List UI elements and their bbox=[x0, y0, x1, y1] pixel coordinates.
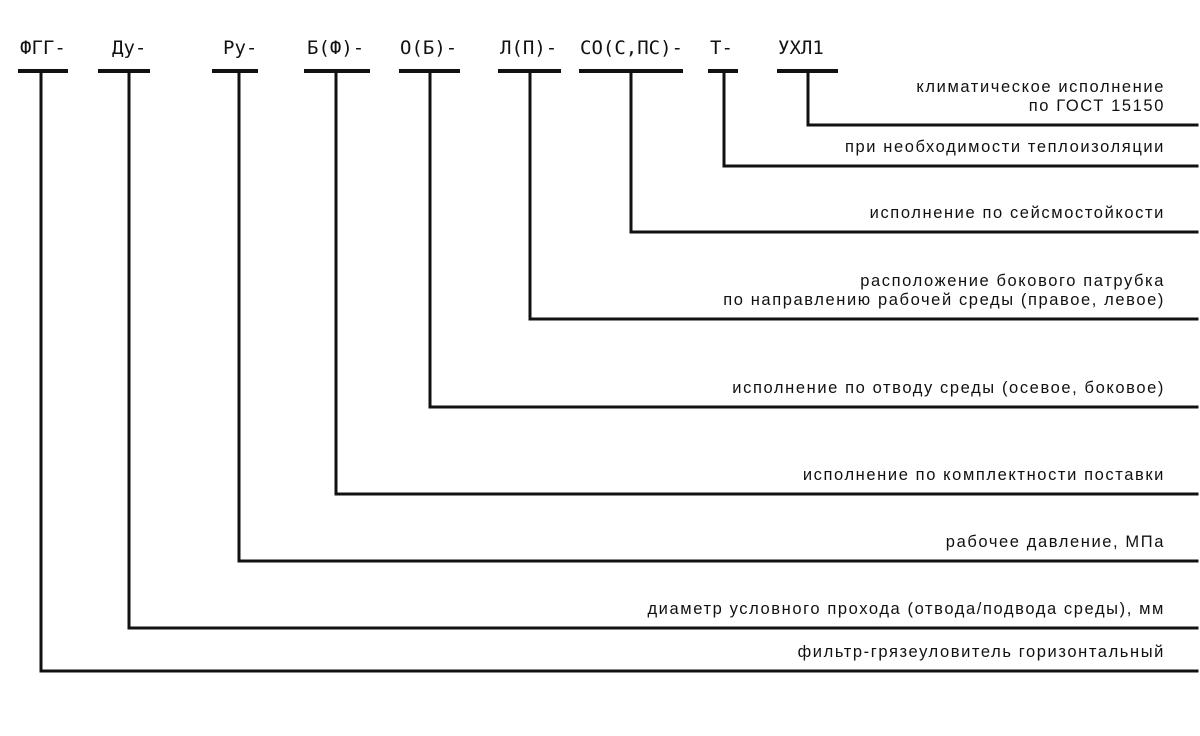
code-segment: ФГГ- bbox=[20, 37, 66, 59]
code-description: климатическое исполнение bbox=[916, 78, 1165, 96]
code-description: исполнение по сейсмостойкости bbox=[870, 204, 1165, 222]
leader-vertical bbox=[722, 71, 726, 168]
leader-horizontal bbox=[528, 317, 1199, 321]
leader-vertical bbox=[39, 71, 43, 673]
code-segment: Ру- bbox=[223, 37, 257, 59]
leader-vertical bbox=[806, 71, 810, 127]
leader-horizontal bbox=[806, 123, 1199, 127]
code-underline bbox=[18, 69, 68, 73]
code-segment: О(Б)- bbox=[400, 37, 457, 59]
code-segment: СО(С,ПС)- bbox=[580, 37, 683, 59]
leader-horizontal bbox=[722, 164, 1199, 168]
leader-horizontal bbox=[629, 230, 1199, 234]
leader-vertical bbox=[334, 71, 338, 496]
leader-horizontal bbox=[39, 669, 1199, 673]
code-underline bbox=[212, 69, 258, 73]
code-description: диаметр условного прохода (отвода/подвод… bbox=[647, 600, 1165, 618]
code-segment: Ду- bbox=[112, 37, 146, 59]
code-description: при необходимости теплоизоляции bbox=[845, 138, 1165, 156]
code-description: фильтр-грязеуловитель горизонтальный bbox=[798, 643, 1165, 661]
code-segment: Б(Ф)- bbox=[307, 37, 364, 59]
leader-vertical bbox=[528, 71, 532, 321]
code-description: исполнение по отводу среды (осевое, боко… bbox=[732, 379, 1165, 397]
leader-horizontal bbox=[127, 626, 1199, 630]
leader-vertical bbox=[428, 71, 432, 409]
code-underline bbox=[98, 69, 150, 73]
leader-horizontal bbox=[428, 405, 1199, 409]
code-description: по ГОСТ 15150 bbox=[1029, 97, 1165, 115]
code-description: расположение бокового патрубка bbox=[860, 272, 1165, 290]
code-segment: Л(П)- bbox=[500, 37, 557, 59]
code-description: рабочее давление, МПа bbox=[946, 533, 1165, 551]
code-description: исполнение по комплектности поставки bbox=[803, 466, 1165, 484]
leader-horizontal bbox=[237, 559, 1199, 563]
leader-vertical bbox=[127, 71, 131, 630]
leader-vertical bbox=[629, 71, 633, 234]
code-segment: УХЛ1 bbox=[778, 37, 824, 59]
code-segment: Т- bbox=[710, 37, 733, 59]
code-description: по направлению рабочей среды (правое, ле… bbox=[723, 291, 1165, 309]
leader-vertical bbox=[237, 71, 241, 563]
leader-horizontal bbox=[334, 492, 1199, 496]
